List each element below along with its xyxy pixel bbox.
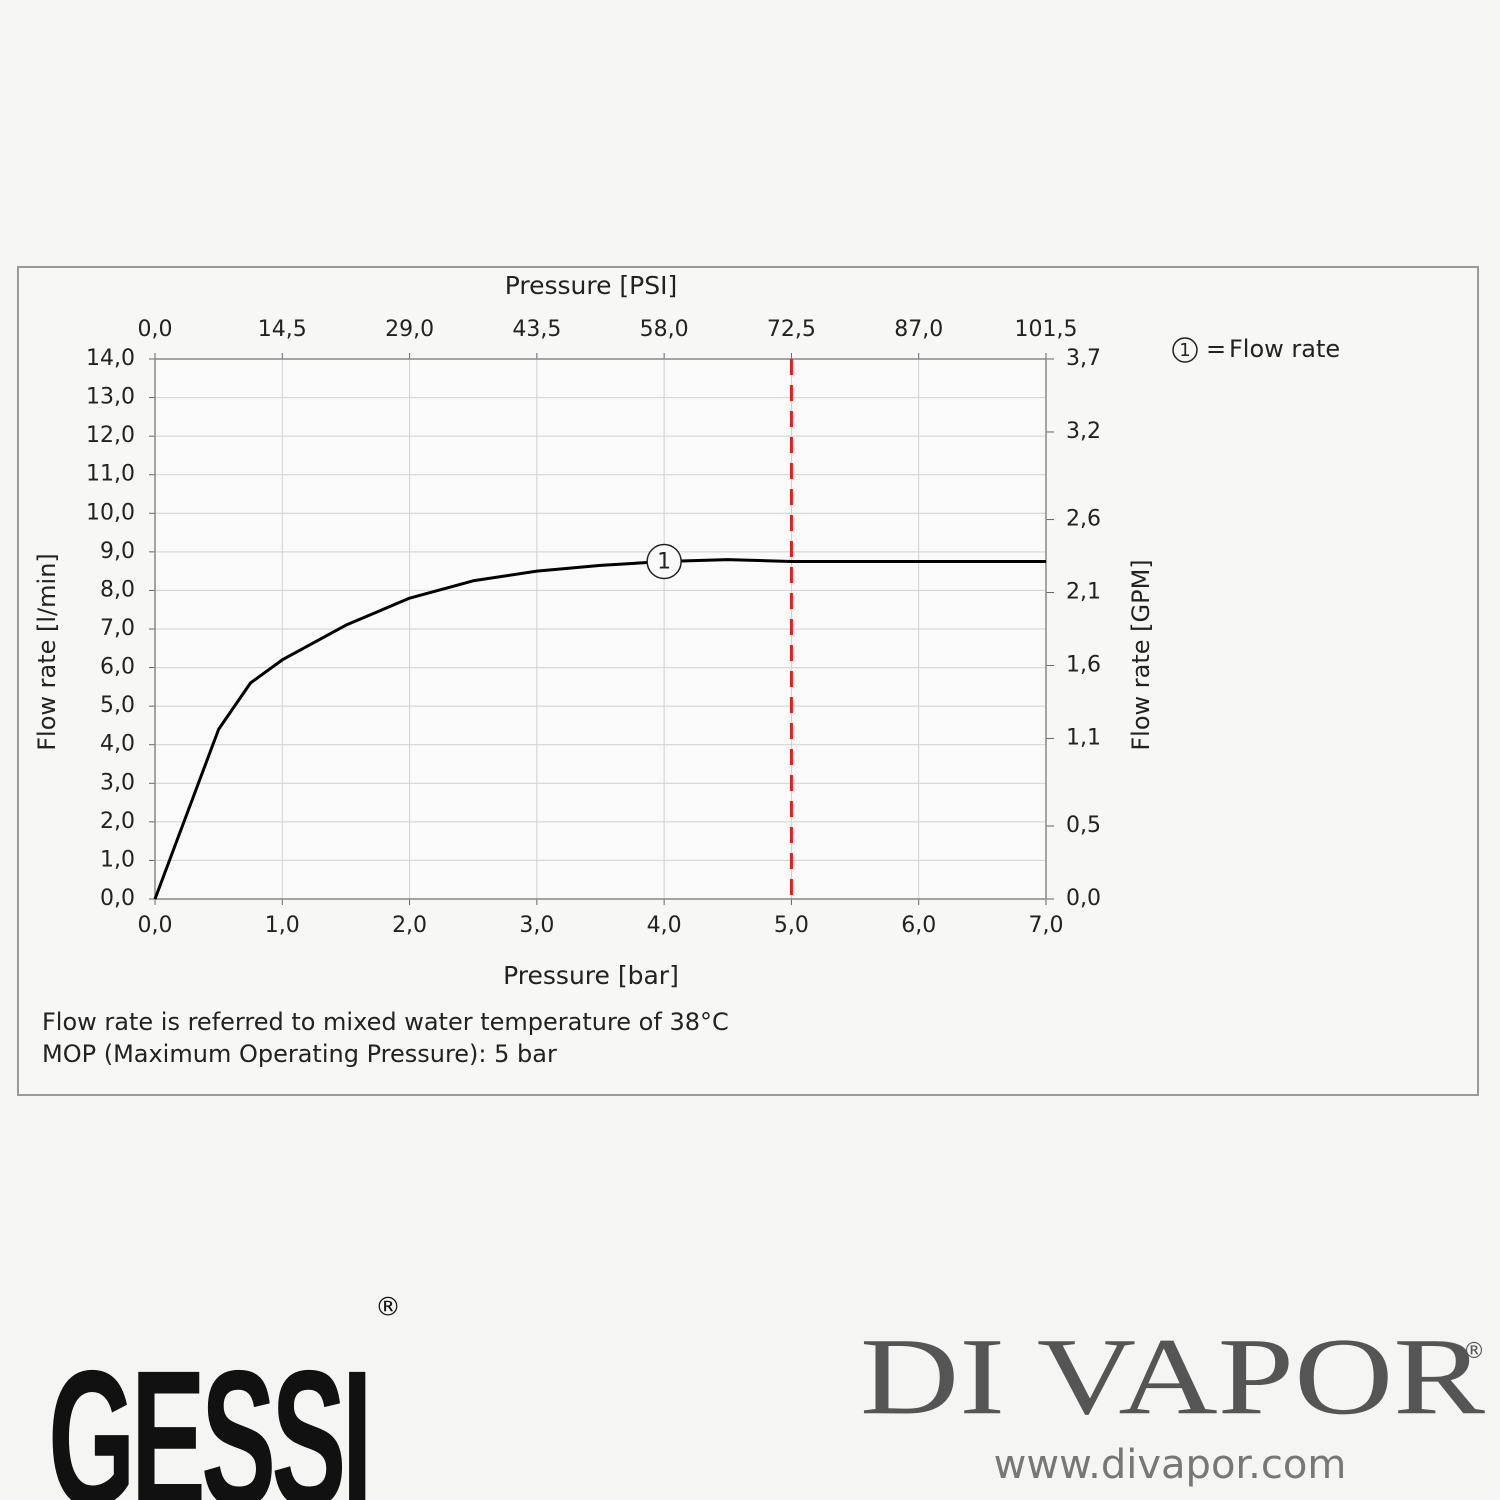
y-tick-label: 7,0: [100, 616, 135, 641]
x2-tick-label: 0,0: [138, 317, 173, 342]
x2-tick-label: 58,0: [640, 317, 689, 342]
divapor-logo: DI VAPOR: [860, 1315, 1486, 1437]
x2-tick-label: 43,5: [512, 317, 561, 342]
x-tick-label: 6,0: [901, 913, 936, 938]
note: Flow rate is referred to mixed water tem…: [42, 1008, 729, 1036]
legend-symbol: 1: [1179, 340, 1190, 361]
x-tick-label: 2,0: [392, 913, 427, 938]
x-tick-label: 3,0: [519, 913, 554, 938]
gessi-mark: ®: [375, 1293, 401, 1323]
note: MOP (Maximum Operating Pressure): 5 bar: [42, 1040, 557, 1068]
gessi-logo: GESSI: [48, 1330, 368, 1500]
x2-tick-label: 87,0: [894, 317, 943, 342]
y-tick-label: 2,0: [100, 809, 135, 834]
plot-border: [154, 358, 1047, 900]
divapor-mark: ®: [1463, 1339, 1485, 1364]
y2-tick-label: 2,1: [1066, 580, 1101, 605]
series-line: [153, 558, 1046, 900]
y-tick-label: 4,0: [100, 732, 135, 757]
y-tick-label: 11,0: [86, 462, 135, 487]
x-tick-label: 5,0: [774, 913, 809, 938]
y-tick-label: 5,0: [100, 693, 135, 718]
y2-tick-label: 1,1: [1066, 725, 1101, 750]
y2-tick-label: 1,6: [1066, 652, 1101, 677]
x2-tick-label: 72,5: [767, 317, 816, 342]
y-tick-label: 3,0: [100, 770, 135, 795]
y2-tick-label: 2,6: [1066, 507, 1101, 532]
y2-tick-label: 0,0: [1066, 886, 1101, 911]
x-axis-title: Pressure [bar]: [503, 961, 679, 990]
top-axis-title: Pressure [PSI]: [505, 271, 678, 300]
y-tick-label: 13,0: [86, 385, 135, 410]
curve-marker-label: 1: [657, 550, 671, 575]
x2-tick-label: 29,0: [385, 317, 434, 342]
y-tick-label: 14,0: [86, 346, 135, 371]
x2-tick-label: 14,5: [258, 317, 307, 342]
url: www.divapor.com: [994, 1442, 1347, 1488]
x-tick-label: 1,0: [265, 913, 300, 938]
y-tick-label: 8,0: [100, 577, 135, 602]
y2-tick-label: 0,5: [1066, 813, 1101, 838]
y-tick-label: 1,0: [100, 847, 135, 872]
y-axis-title: Flow rate [l/min]: [33, 553, 61, 751]
y-tick-label: 6,0: [100, 655, 135, 680]
x-tick-label: 0,0: [138, 913, 173, 938]
y-tick-label: 12,0: [86, 423, 135, 448]
y2-tick-label: 3,7: [1066, 346, 1101, 371]
y2-tick-label: 3,2: [1066, 419, 1101, 444]
y-tick-label: 10,0: [86, 500, 135, 525]
curve-marker: [646, 543, 682, 580]
y-tick-label: 9,0: [100, 539, 135, 564]
legend-separator: =: [1206, 335, 1226, 363]
x2-tick-label: 101,5: [1015, 317, 1078, 342]
legend-label: Flow rate: [1229, 335, 1340, 363]
legend-symbol-circle: [1172, 337, 1198, 363]
y-tick-label: 0,0: [100, 886, 135, 911]
x-tick-label: 7,0: [1029, 913, 1064, 938]
x-tick-label: 4,0: [647, 913, 682, 938]
y2-axis-title: Flow rate [GPM]: [1127, 559, 1155, 750]
